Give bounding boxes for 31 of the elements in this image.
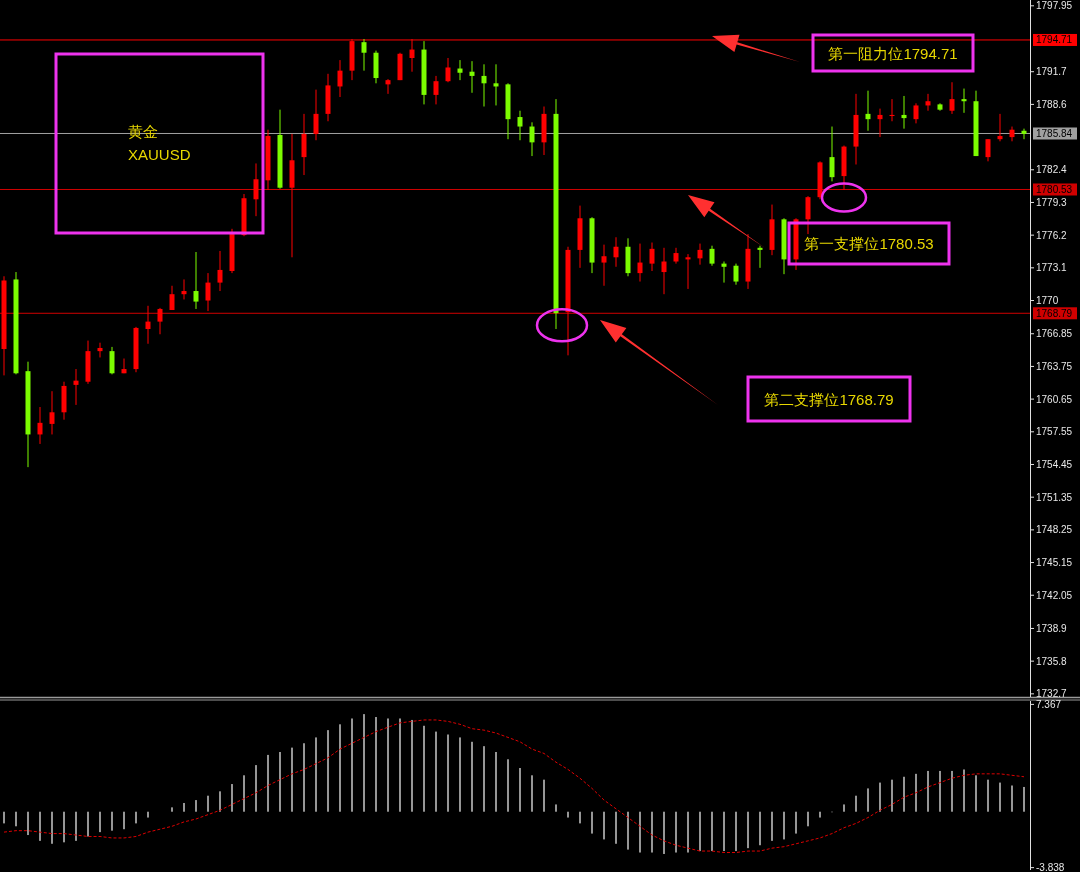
y-tick-label: 1757.55 <box>1036 426 1073 438</box>
annotation: 第一支撑位1780.53 <box>804 235 934 252</box>
y-tick-label: -3.838 <box>1036 862 1065 872</box>
annotation: 第一阻力位1794.71 <box>828 44 958 62</box>
y-tick-label: 1797.95 <box>1036 0 1073 12</box>
line-series <box>3 719 1025 854</box>
y-tick-label: 1735.8 <box>1036 655 1068 667</box>
y-tick-label: 1760.65 <box>1036 393 1073 405</box>
ref-line-label: 1768.79 <box>1036 307 1073 319</box>
y-tick-label: 1738.9 <box>1036 622 1068 634</box>
ref-line-label: 1785.84 <box>1036 128 1073 139</box>
y-tick-label: 1748.25 <box>1036 524 1073 536</box>
y-tick-label: 1766.85 <box>1036 328 1073 340</box>
y-tick-label: 1791.7 <box>1036 66 1068 78</box>
y-tick-label: 1779.3 <box>1036 196 1068 208</box>
y-tick-label: 1776.2 <box>1036 229 1068 241</box>
y-tick-label: 1751.35 <box>1036 491 1073 503</box>
y-tick-label: 1745.15 <box>1036 557 1073 569</box>
y-tick-label: 1770 <box>1036 295 1059 307</box>
y-tick-label: 7.367 <box>1036 698 1062 710</box>
y-tick-label: 1788.6 <box>1036 98 1068 110</box>
ref-line-label: 1794.71 <box>1036 34 1073 46</box>
y-tick-label: 1782.4 <box>1036 164 1068 176</box>
annotation: XAUUSD <box>128 146 191 163</box>
y-tick-label: 1742.05 <box>1036 589 1073 601</box>
ref-line-label: 1780.53 <box>1036 183 1073 195</box>
y-tick-label: 1763.75 <box>1036 360 1073 372</box>
y-tick-label: 1773.1 <box>1036 262 1068 274</box>
y-tick-label: 1754.45 <box>1036 458 1073 470</box>
annotation: 第二支撑位1768.79 <box>764 390 894 408</box>
y-tick-label: 1732.7 <box>1036 688 1068 700</box>
